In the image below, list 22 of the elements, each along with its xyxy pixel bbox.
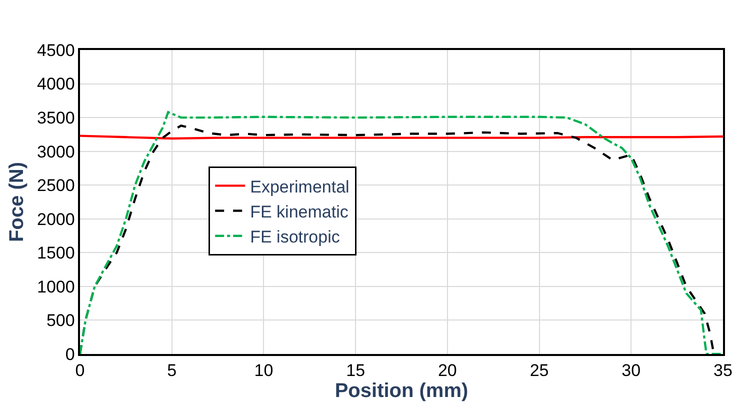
y-tick-label: 1500 (37, 244, 75, 263)
x-axis-title: Position (mm) (334, 380, 468, 402)
y-tick-label: 3000 (37, 142, 75, 162)
x-tick-label: 5 (167, 361, 177, 380)
legend-label: FE isotropic (250, 228, 340, 246)
y-tick-label: 3500 (37, 108, 75, 128)
x-tick-label: 10 (254, 361, 274, 380)
y-tick-label: 500 (46, 311, 75, 330)
x-tick-label: 35 (714, 361, 732, 380)
x-tick-label: 20 (438, 361, 457, 380)
y-tick-label: 2000 (37, 210, 75, 229)
legend-label: Experimental (250, 177, 350, 196)
x-tick-label: 25 (530, 361, 549, 380)
x-tick-label: 30 (622, 361, 641, 380)
y-tick-label: 4000 (37, 74, 75, 94)
x-tick-label: 15 (346, 361, 366, 380)
y-tick-label: 1000 (37, 277, 75, 296)
legend-label: FE kinematic (250, 202, 349, 222)
y-tick-label: 0 (65, 344, 75, 364)
y-axis-title: Foce (N) (6, 162, 28, 242)
y-tick-label: 4500 (37, 40, 75, 60)
y-tick-label: 2500 (37, 176, 75, 196)
